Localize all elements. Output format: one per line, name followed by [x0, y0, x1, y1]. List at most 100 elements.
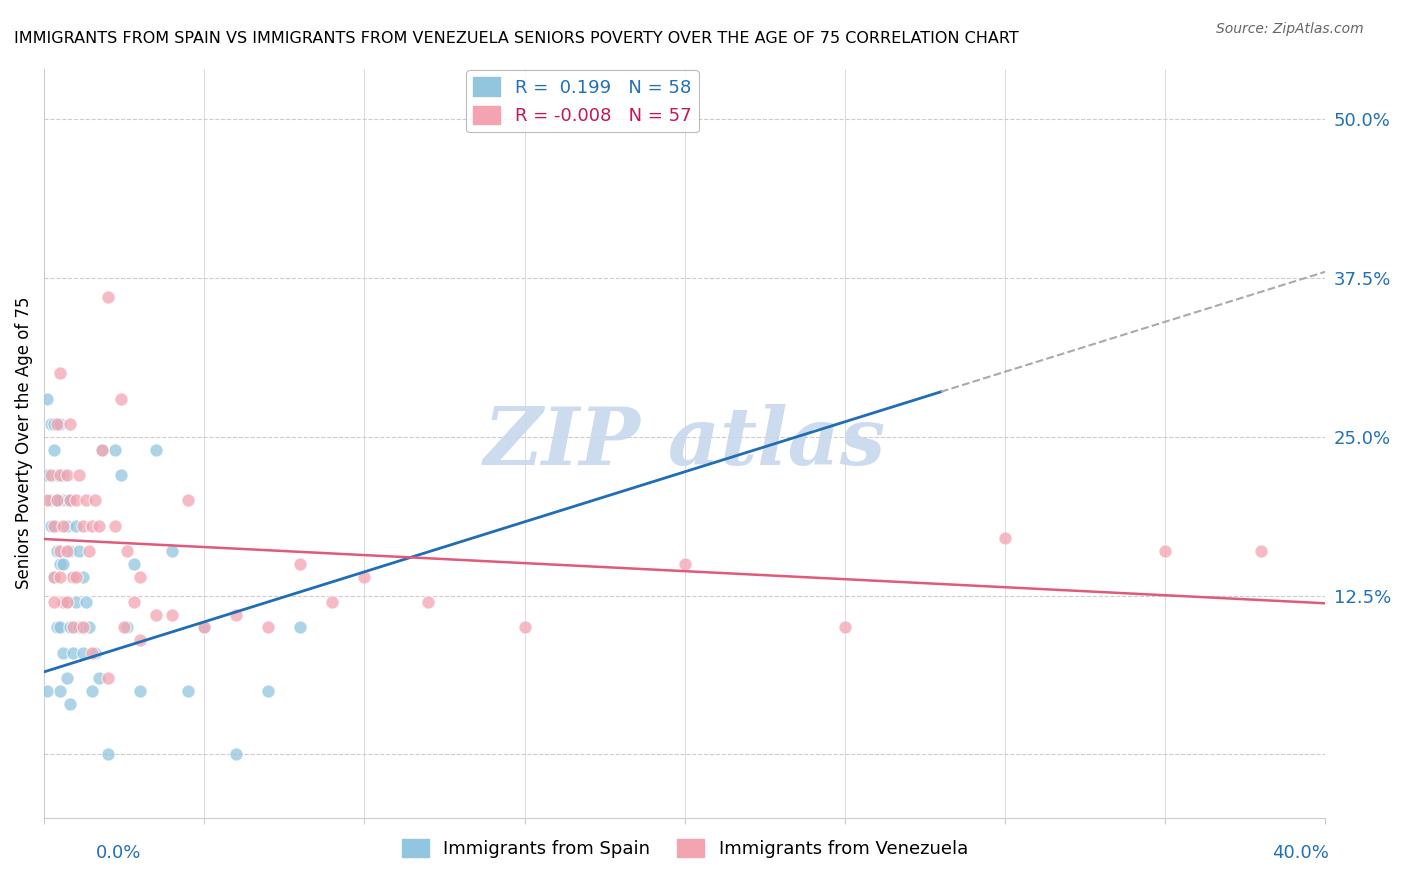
Point: [994, 532, 1017, 546]
Point: [1250, 544, 1272, 558]
Point: [59, 493, 82, 508]
Point: [49, 493, 72, 508]
Point: [55, 671, 77, 685]
Point: [513, 620, 536, 634]
Point: [49, 367, 72, 381]
Point: [45, 417, 67, 432]
Point: [42, 417, 65, 432]
Point: [75, 493, 97, 508]
Point: [72, 646, 94, 660]
Point: [1154, 544, 1177, 558]
Point: [65, 493, 87, 508]
Point: [90, 442, 112, 457]
Point: [353, 569, 375, 583]
Point: [117, 544, 139, 558]
Point: [42, 518, 65, 533]
Point: [59, 493, 82, 508]
Point: [67, 544, 90, 558]
Point: [39, 467, 62, 482]
Point: [77, 544, 100, 558]
Point: [82, 684, 104, 698]
Point: [834, 620, 856, 634]
Point: [65, 518, 87, 533]
Point: [39, 493, 62, 508]
Point: [97, 290, 120, 304]
Point: [97, 747, 120, 762]
Point: [45, 493, 67, 508]
Point: [160, 607, 183, 622]
Point: [290, 557, 312, 571]
Text: 40.0%: 40.0%: [1272, 844, 1329, 862]
Legend: R =  0.199   N = 58, R = -0.008   N = 57: R = 0.199 N = 58, R = -0.008 N = 57: [465, 70, 699, 132]
Point: [67, 620, 90, 634]
Point: [257, 620, 280, 634]
Point: [225, 607, 247, 622]
Point: [117, 620, 139, 634]
Point: [49, 544, 72, 558]
Point: [145, 607, 167, 622]
Point: [110, 392, 132, 406]
Point: [160, 544, 183, 558]
Point: [52, 467, 75, 482]
Point: [673, 557, 696, 571]
Point: [52, 518, 75, 533]
Point: [37, 467, 59, 482]
Point: [90, 442, 112, 457]
Point: [55, 595, 77, 609]
Point: [225, 747, 247, 762]
Point: [418, 595, 440, 609]
Point: [55, 544, 77, 558]
Point: [65, 569, 87, 583]
Point: [42, 569, 65, 583]
Point: [112, 620, 135, 634]
Point: [49, 569, 72, 583]
Point: [52, 557, 75, 571]
Point: [72, 569, 94, 583]
Point: [42, 569, 65, 583]
Point: [84, 493, 107, 508]
Point: [49, 417, 72, 432]
Point: [39, 518, 62, 533]
Point: [122, 557, 145, 571]
Point: [55, 467, 77, 482]
Text: IMMIGRANTS FROM SPAIN VS IMMIGRANTS FROM VENEZUELA SENIORS POVERTY OVER THE AGE : IMMIGRANTS FROM SPAIN VS IMMIGRANTS FROM…: [14, 31, 1019, 46]
Point: [87, 671, 110, 685]
Point: [129, 633, 152, 648]
Point: [72, 620, 94, 634]
Point: [103, 518, 125, 533]
Point: [177, 684, 200, 698]
Point: [72, 518, 94, 533]
Point: [52, 646, 75, 660]
Point: [52, 493, 75, 508]
Text: 0.0%: 0.0%: [96, 844, 141, 862]
Point: [62, 646, 84, 660]
Point: [84, 646, 107, 660]
Point: [129, 569, 152, 583]
Point: [42, 518, 65, 533]
Point: [52, 595, 75, 609]
Point: [193, 620, 215, 634]
Point: [77, 620, 100, 634]
Point: [62, 569, 84, 583]
Point: [62, 569, 84, 583]
Point: [82, 518, 104, 533]
Point: [257, 684, 280, 698]
Point: [67, 467, 90, 482]
Point: [55, 493, 77, 508]
Point: [37, 392, 59, 406]
Point: [42, 595, 65, 609]
Point: [42, 442, 65, 457]
Point: [37, 684, 59, 698]
Point: [177, 493, 200, 508]
Point: [45, 544, 67, 558]
Point: [59, 544, 82, 558]
Point: [59, 620, 82, 634]
Point: [45, 493, 67, 508]
Point: [82, 646, 104, 660]
Point: [55, 518, 77, 533]
Point: [122, 595, 145, 609]
Point: [45, 467, 67, 482]
Point: [59, 697, 82, 711]
Point: [129, 684, 152, 698]
Point: [37, 493, 59, 508]
